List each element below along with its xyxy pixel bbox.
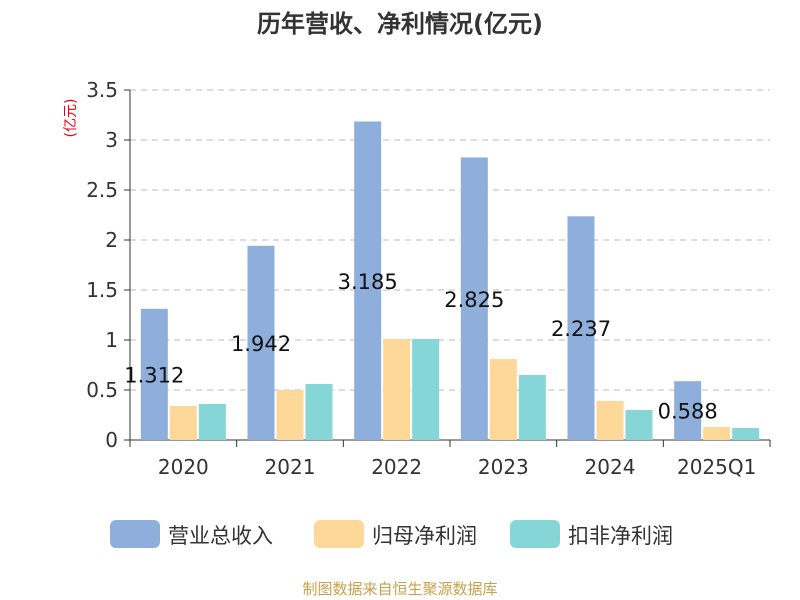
bar-revenue (460, 157, 488, 440)
data-label: 0.588 (658, 400, 718, 424)
x-tick-label: 2021 (265, 455, 316, 479)
y-axis-label: (亿元) (63, 99, 79, 138)
data-label: 1.312 (124, 363, 184, 387)
bar-revenue (140, 308, 168, 440)
y-tick-label: 3.5 (86, 78, 118, 102)
bar-net-profit (383, 339, 411, 440)
legend-label: 营业总收入 (168, 524, 273, 548)
y-tick-label: 0 (105, 428, 118, 452)
legend-swatch (314, 520, 364, 548)
data-label: 2.237 (551, 317, 611, 341)
legend-label: 归母净利润 (372, 524, 477, 548)
bar-revenue (674, 381, 702, 440)
y-tick-label: 2 (105, 228, 118, 252)
x-tick-label: 2023 (478, 455, 529, 479)
data-label: 2.825 (444, 288, 504, 312)
bar-deducted-net-profit (625, 410, 653, 440)
bar-revenue (354, 121, 382, 440)
bar-deducted-net-profit (198, 404, 226, 440)
bar-revenue (247, 245, 275, 440)
bar-deducted-net-profit (518, 375, 546, 440)
bar-revenue (567, 216, 595, 440)
bar-deducted-net-profit (412, 339, 440, 440)
y-tick-label: 0.5 (86, 378, 118, 402)
bar-deducted-net-profit (732, 428, 760, 440)
data-source-note: 制图数据来自恒生聚源数据库 (302, 580, 498, 598)
bar-net-profit (169, 406, 197, 440)
bar-deducted-net-profit (305, 384, 333, 440)
x-tick-label: 2022 (371, 455, 422, 479)
x-tick-label: 2025Q1 (677, 455, 756, 479)
y-tick-label: 1.5 (86, 278, 118, 302)
legend-swatch (510, 520, 560, 548)
legend-swatch (110, 520, 160, 548)
x-tick-label: 2020 (158, 455, 209, 479)
bar-net-profit (489, 359, 517, 440)
data-label: 1.942 (231, 332, 291, 356)
legend-label: 扣非净利润 (568, 524, 673, 548)
x-tick-label: 2024 (585, 455, 636, 479)
y-tick-label: 1 (105, 328, 118, 352)
y-tick-label: 2.5 (86, 178, 118, 202)
chart-title: 历年营收、净利情况(亿元) (257, 10, 543, 38)
bar-net-profit (276, 390, 304, 440)
bar-net-profit (596, 401, 624, 440)
data-label: 3.185 (338, 270, 398, 294)
bar-net-profit (703, 427, 731, 440)
y-tick-label: 3 (105, 128, 118, 152)
